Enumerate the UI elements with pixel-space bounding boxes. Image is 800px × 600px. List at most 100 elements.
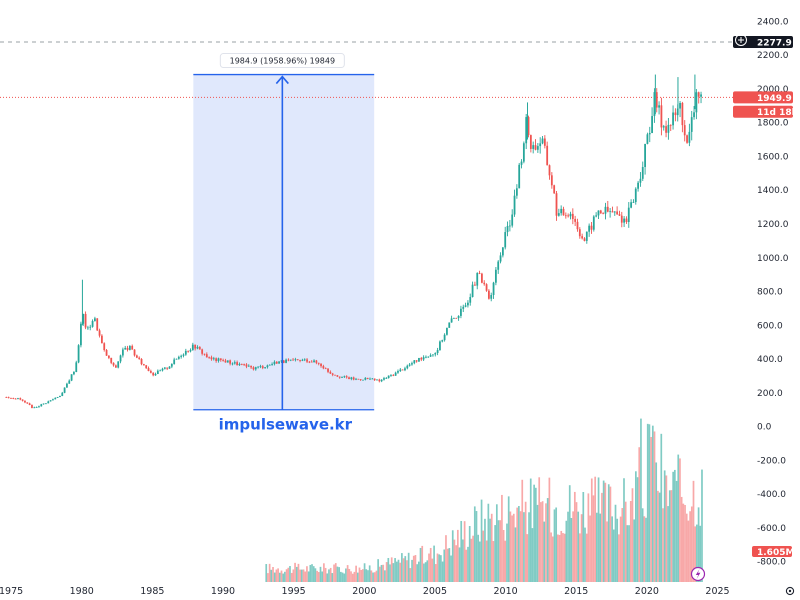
candle-body	[229, 360, 232, 364]
candle-body	[19, 398, 22, 400]
candle-body	[613, 211, 616, 213]
candle-body	[501, 247, 504, 256]
candle-body	[487, 290, 490, 299]
candle-body	[539, 143, 542, 147]
volume-bar	[648, 424, 651, 582]
volume-bar	[494, 525, 496, 582]
candle-body	[315, 360, 318, 363]
volume-bar	[609, 486, 612, 582]
volume-bar	[650, 436, 652, 582]
volume-bar	[536, 504, 539, 582]
volume-bar	[509, 511, 512, 582]
volume-bar	[372, 572, 374, 582]
candle-body	[604, 206, 607, 214]
volume-bar	[672, 471, 675, 582]
candle-body	[385, 378, 388, 379]
candle-body	[91, 320, 94, 327]
candle-body	[320, 363, 322, 367]
candle-body	[306, 359, 308, 362]
candle-body	[287, 359, 290, 361]
volume-bar	[635, 471, 637, 582]
candle-body	[28, 403, 31, 406]
candle-body	[569, 213, 572, 217]
volume-bar	[614, 504, 617, 582]
candle-body	[215, 358, 218, 362]
candle-body	[450, 318, 453, 323]
volume-bar	[331, 573, 334, 582]
volume-bar	[365, 569, 368, 582]
candle-body	[280, 360, 283, 362]
volume-bar	[265, 564, 268, 582]
add-alert-icon[interactable]	[735, 34, 747, 46]
candle-body	[177, 356, 180, 359]
volume-bar	[309, 564, 312, 582]
volume-bar	[575, 502, 578, 582]
volume-bar	[433, 545, 435, 582]
volume-bar	[277, 568, 279, 582]
candle-body	[408, 364, 411, 366]
candle-body	[411, 363, 413, 365]
candle-body	[646, 134, 649, 144]
y-tick-label: 2000.0	[757, 85, 789, 95]
volume-bar	[692, 480, 695, 582]
candle-body	[222, 359, 225, 361]
volume-bar	[443, 549, 446, 582]
candle-body	[35, 407, 38, 408]
candle-body	[26, 402, 29, 404]
measure-arrow	[275, 75, 289, 410]
volume-bar	[685, 513, 688, 582]
volume-bar	[584, 527, 586, 582]
candle-body	[40, 404, 43, 407]
volume-bar	[514, 527, 517, 582]
volume-bar	[543, 521, 546, 582]
candle-body	[112, 362, 115, 366]
candle-body	[686, 135, 688, 143]
candle-body	[541, 138, 544, 144]
candle-body	[119, 355, 122, 362]
volume-bar	[334, 563, 337, 582]
candle-body	[469, 296, 472, 303]
volume-bar	[580, 514, 583, 582]
volume-bar	[370, 570, 373, 582]
candle-body	[322, 366, 325, 369]
volume-bar	[373, 572, 376, 582]
volume-bar	[295, 566, 298, 582]
candle-body	[518, 164, 521, 189]
volume-bar	[450, 555, 452, 582]
candle-body	[191, 344, 194, 350]
candle-body	[152, 372, 155, 376]
candle-body	[184, 350, 187, 355]
volume-bar	[343, 573, 346, 582]
volume-bar	[419, 547, 422, 582]
candle-body	[420, 358, 423, 360]
candle-body	[149, 371, 152, 373]
y-tick-label: 800.0	[757, 288, 783, 298]
volume-bar	[456, 529, 459, 582]
candle-body	[212, 358, 215, 360]
volume-bar	[557, 534, 559, 582]
volume-bar	[428, 553, 430, 582]
candle-body	[166, 367, 169, 369]
volume-bar	[645, 517, 647, 582]
volume-bar	[558, 534, 561, 582]
volume-bar	[390, 557, 393, 582]
settings-icon[interactable]	[785, 586, 795, 596]
candle-body	[655, 92, 658, 108]
volume-bar	[507, 496, 510, 582]
candle-body	[110, 357, 113, 363]
candle-body	[481, 273, 483, 283]
candle-body	[117, 361, 120, 368]
candle-body	[485, 284, 488, 291]
candle-body	[47, 401, 50, 404]
candle-body	[611, 211, 614, 213]
volume-bar	[333, 564, 335, 582]
volume-bar	[453, 539, 456, 582]
lightning-icon[interactable]	[690, 566, 706, 582]
volume-bar	[604, 482, 607, 582]
y-tick-label: 400.0	[757, 355, 783, 365]
candle-body	[364, 377, 367, 380]
candle-body	[627, 207, 630, 223]
volume-bar	[623, 478, 625, 582]
volume-bar	[624, 501, 627, 582]
